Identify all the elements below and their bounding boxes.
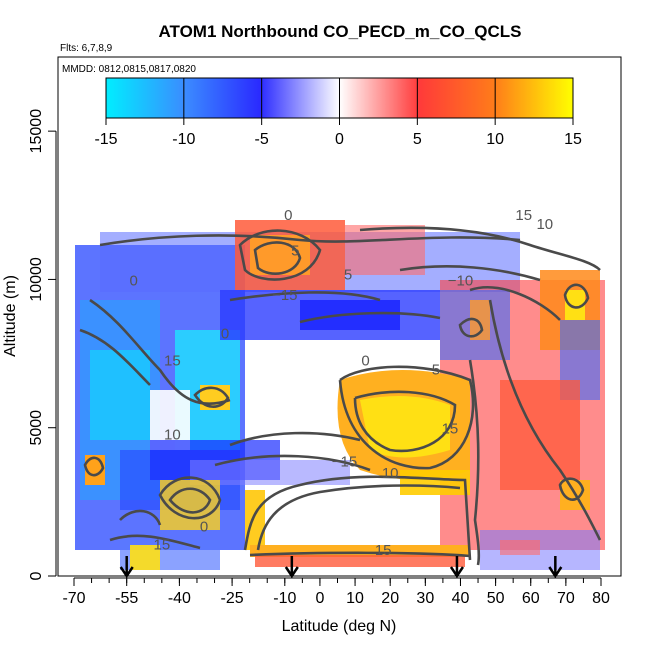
colorbar: -15 -10 -5 0 5 10 15 [94,77,582,148]
x-tick-label: 80 [592,590,610,607]
contour-label: −10 [448,272,473,289]
contour-label: 15 [442,421,459,438]
x-tick-label: 10 [346,590,364,607]
contour-label: 0 [361,352,369,369]
x-tick-label: -55 [115,590,138,607]
contour-label: 0 [130,272,138,289]
y-tick-label: 5000 [28,410,45,446]
x-tick-label: 0 [315,590,324,607]
contour-label: 5 [291,243,299,260]
x-tick-label: 70 [557,590,575,607]
x-tick-label: 30 [416,590,434,607]
contour-label: 15 [375,542,392,559]
x-tick-label: -40 [168,590,191,607]
contour-label: 0 [200,519,208,536]
y-axis: 0 5000 10000 15000 [28,109,57,580]
contour-label: 0 [221,326,229,343]
y-axis-label: Altitude (m) [2,275,19,357]
contour-label: 0 [284,207,292,224]
contour-label: 15 [153,536,170,553]
x-axis: -70 -55 -40 -25 -10 0 10 20 30 40 50 60 70 80 [62,577,610,607]
y-tick-label: 15000 [28,109,45,154]
x-tick-label: 60 [522,590,540,607]
colorbar-tick-label: -15 [94,131,117,148]
dates-label: MMDD: 0812,0815,0817,0820 [62,64,196,75]
x-tick-label: -10 [273,590,296,607]
y-tick-label: 0 [28,571,45,580]
contour-label: 10 [164,427,181,444]
contour-label: 5 [344,266,352,283]
contour-label: 15 [164,352,181,369]
colorbar-tick-label: 15 [564,131,582,148]
contour-label: −15 [272,287,297,304]
x-tick-label: 40 [452,590,470,607]
x-tick-label: 20 [381,590,399,607]
contour-label: 10 [536,216,553,233]
x-axis-label: Latitude (deg N) [282,618,397,635]
flights-label: Flts: 6,7,8,9 [60,43,113,54]
contour-label: 5 [432,361,440,378]
colorbar-tick-label: 0 [335,131,344,148]
contour-label: −15 [332,453,357,470]
colorbar-tick-label: -5 [255,131,269,148]
colorbar-tick-label: 10 [486,131,504,148]
chart-title: ATOM1 Northbound CO_PECD_m_CO_QCLS [158,22,521,41]
colorbar-ticks: -15 -10 -5 0 5 10 15 [94,78,582,148]
x-tick-label: 50 [487,590,505,607]
contour-label: 15 [515,207,532,224]
x-tick-label: -70 [62,590,85,607]
y-tick-label: 10000 [28,257,45,302]
colorbar-tick-label: -10 [172,131,195,148]
plot-frame [57,56,622,577]
x-tick-label: -25 [221,590,244,607]
contour-lines [79,226,602,566]
contour-label: 10 [382,465,399,482]
colorbar-tick-label: 5 [413,131,422,148]
